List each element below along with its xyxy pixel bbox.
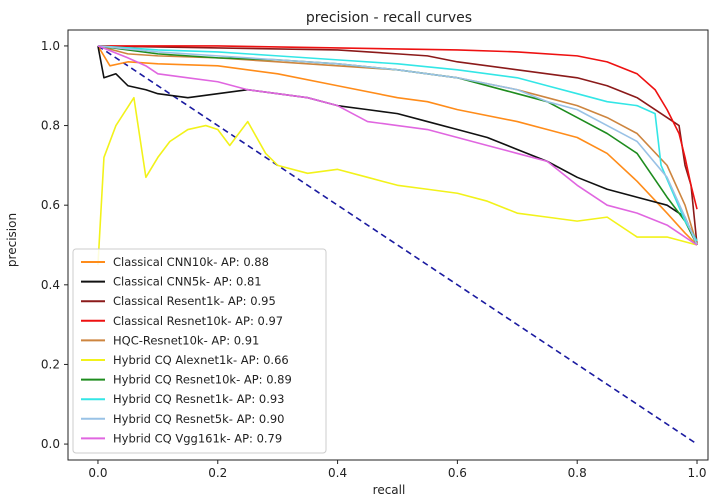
series-line-1 — [97, 45, 698, 246]
series-line-3 — [97, 45, 698, 210]
legend-label: Classical CNN5k- AP: 0.81 — [113, 275, 262, 289]
y-tick-label: 0.8 — [41, 119, 60, 133]
x-axis-title: recall — [373, 483, 406, 497]
series-line-8 — [97, 45, 698, 246]
series-layer — [97, 45, 698, 445]
x-tick-label: 1.0 — [687, 466, 706, 480]
y-tick-label: 0.2 — [41, 357, 60, 371]
chart-title: precision - recall curves — [306, 10, 472, 26]
legend-label: Hybrid CQ Vgg161k- AP: 0.79 — [113, 431, 282, 445]
series-line-6 — [97, 45, 698, 246]
x-tick-label: 0.2 — [208, 466, 227, 480]
legend-label: Hybrid CQ Resnet5k- AP: 0.90 — [113, 412, 285, 426]
legend-label: Hybrid CQ Resnet1k- AP: 0.93 — [113, 392, 285, 406]
legend-box — [72, 248, 327, 454]
legend-label: HQC-Resnet10k- AP: 0.91 — [113, 333, 259, 347]
legend-label: Classical Resnet10k- AP: 0.97 — [113, 314, 283, 328]
y-axis-title: precision — [5, 213, 19, 267]
x-tick-label: 0.4 — [328, 466, 347, 480]
legend-label: Hybrid CQ Alexnet1k- AP: 0.66 — [113, 353, 289, 367]
series-line-9 — [97, 45, 698, 246]
legend-label: Classical Resent1k- AP: 0.95 — [113, 294, 276, 308]
series-line-5 — [97, 96, 698, 265]
x-tick-label: 0.6 — [448, 466, 467, 480]
y-tick-label: 1.0 — [41, 39, 60, 53]
y-tick-label: 0.0 — [41, 437, 60, 451]
series-line-0 — [97, 45, 698, 246]
legend: Classical CNN10k- AP: 0.88 Classical CNN5… — [72, 248, 327, 454]
y-tick-label: 0.4 — [41, 278, 60, 292]
x-tick-label: 0.0 — [88, 466, 107, 480]
axes-layer: 0.0 0.2 0.4 0.6 0.8 1.0 0.0 0.2 0.4 0.6 0.8 1.0 — [41, 39, 707, 480]
legend-label: Classical CNN10k- AP: 0.88 — [113, 255, 269, 269]
y-tick-label: 0.6 — [41, 198, 60, 212]
x-tick-label: 0.8 — [568, 466, 587, 480]
legend-label: Hybrid CQ Resnet10k- AP: 0.89 — [113, 373, 292, 387]
